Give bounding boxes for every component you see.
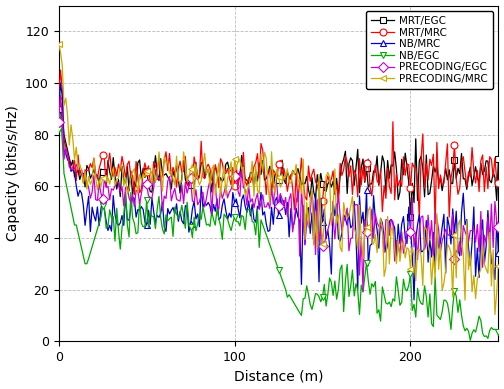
Line: MRT/MRC: MRT/MRC: [55, 67, 502, 227]
MRT/EGC: [355, 147, 361, 152]
Line: PRECODING/EGC: PRECODING/EGC: [55, 93, 502, 295]
PRECODING/EGC: [323, 232, 329, 237]
PRECODING/EGC: [355, 203, 361, 207]
MRT/EGC: [55, 107, 61, 111]
PRECODING/MRC: [256, 191, 262, 196]
NB/EGC: [495, 329, 501, 334]
PRECODING/EGC: [258, 201, 264, 205]
NB/EGC: [388, 304, 394, 309]
PRECODING/EGC: [318, 228, 324, 232]
NB/MRC: [55, 112, 61, 116]
Line: NB/MRC: NB/MRC: [55, 79, 502, 303]
NB/MRC: [495, 251, 501, 256]
Line: NB/EGC: NB/EGC: [55, 110, 502, 344]
Line: PRECODING/MRC: PRECODING/MRC: [55, 41, 502, 318]
PRECODING/EGC: [55, 119, 61, 124]
NB/MRC: [388, 217, 394, 222]
Legend: MRT/EGC, MRT/MRC, NB/MRC, NB/EGC, PRECODING/EGC, PRECODING/MRC: MRT/EGC, MRT/MRC, NB/MRC, NB/EGC, PRECOD…: [366, 11, 493, 89]
NB/MRC: [230, 190, 236, 195]
MRT/MRC: [55, 99, 61, 103]
MRT/MRC: [323, 181, 329, 186]
MRT/EGC: [230, 168, 236, 172]
PRECODING/MRC: [353, 232, 359, 237]
NB/EGC: [258, 217, 264, 222]
MRT/MRC: [495, 181, 501, 186]
NB/MRC: [355, 287, 361, 292]
NB/MRC: [411, 298, 417, 302]
PRECODING/EGC: [390, 219, 396, 224]
PRECODING/EGC: [495, 225, 501, 230]
NB/MRC: [258, 190, 264, 195]
NB/EGC: [230, 221, 236, 225]
X-axis label: Distance (m): Distance (m): [234, 370, 324, 384]
MRT/MRC: [388, 191, 394, 196]
NB/MRC: [323, 237, 329, 241]
MRT/MRC: [230, 165, 236, 170]
NB/EGC: [57, 112, 64, 116]
MRT/EGC: [57, 94, 64, 98]
MRT/MRC: [355, 194, 361, 199]
NB/MRC: [318, 196, 324, 200]
MRT/EGC: [407, 215, 413, 219]
NB/EGC: [467, 338, 473, 343]
MRT/EGC: [388, 163, 394, 167]
PRECODING/MRC: [228, 159, 234, 164]
MRT/EGC: [258, 172, 264, 177]
PRECODING/EGC: [230, 182, 236, 187]
Y-axis label: Capacity (bits/s/Hz): Capacity (bits/s/Hz): [6, 105, 20, 241]
PRECODING/MRC: [492, 312, 498, 317]
NB/EGC: [318, 300, 324, 304]
MRT/MRC: [318, 219, 324, 223]
PRECODING/MRC: [55, 42, 61, 47]
Line: MRT/EGC: MRT/EGC: [55, 93, 502, 221]
PRECODING/MRC: [321, 221, 327, 226]
PRECODING/MRC: [316, 172, 322, 177]
MRT/EGC: [318, 171, 324, 176]
PRECODING/EGC: [57, 94, 64, 98]
PRECODING/MRC: [387, 262, 393, 266]
NB/EGC: [323, 304, 329, 308]
PRECODING/MRC: [495, 263, 501, 268]
MRT/EGC: [495, 157, 501, 162]
NB/MRC: [57, 81, 64, 85]
MRT/MRC: [57, 68, 64, 72]
MRT/MRC: [432, 221, 438, 226]
MRT/MRC: [258, 141, 264, 146]
NB/EGC: [55, 127, 61, 132]
MRT/EGC: [323, 189, 329, 194]
PRECODING/EGC: [360, 289, 366, 294]
NB/EGC: [355, 288, 361, 293]
